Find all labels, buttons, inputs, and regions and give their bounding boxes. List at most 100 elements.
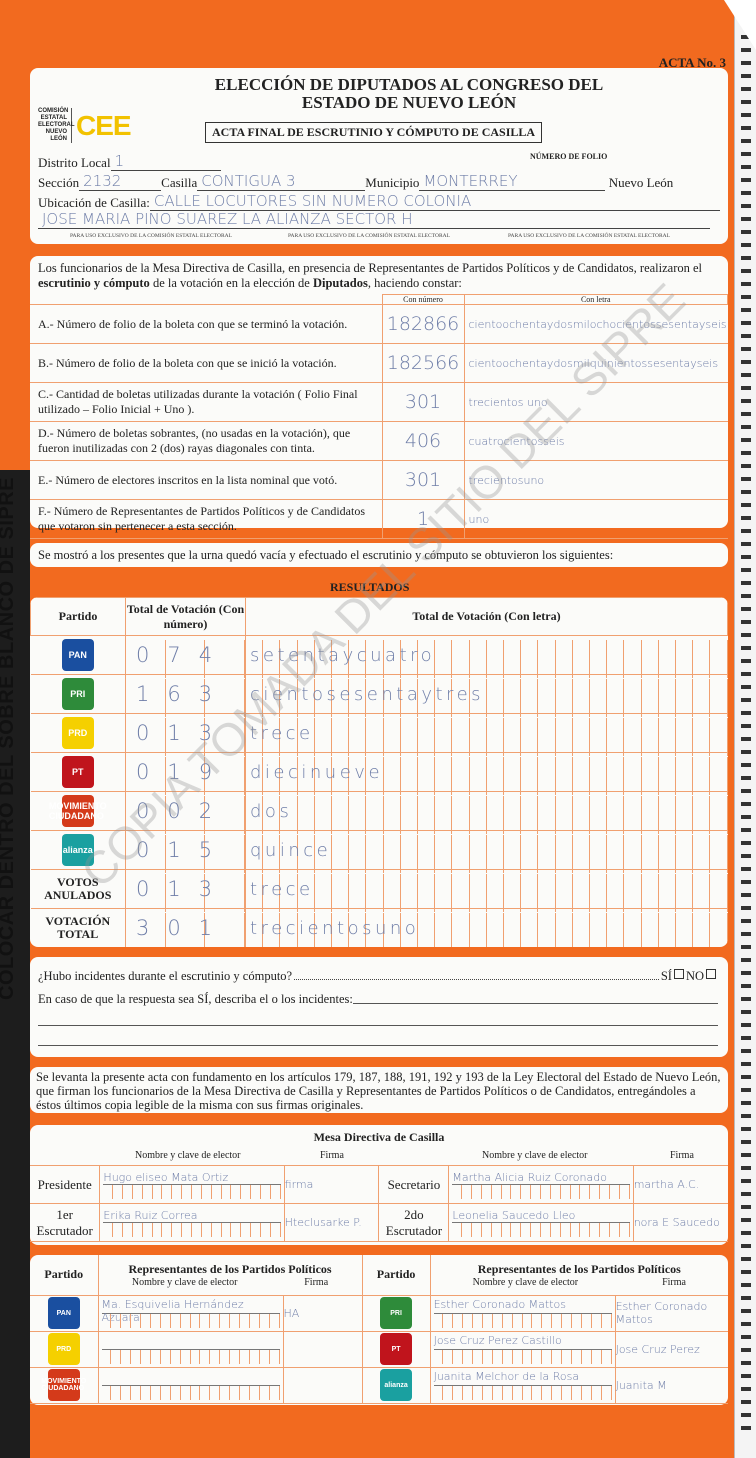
- perforation-mark: [740, 750, 751, 754]
- ubicacion-line-1[interactable]: CALLE LOCUTORES SIN NUMERO COLONIA: [149, 192, 720, 211]
- incidentes-line[interactable]: [38, 1045, 718, 1046]
- perforation-mark: [740, 1335, 751, 1339]
- result-letter[interactable]: cientosesentaytres: [250, 683, 485, 705]
- incidentes-line[interactable]: [38, 1025, 718, 1026]
- perforation-mark: [740, 35, 751, 39]
- casilla-value[interactable]: CONTIGUA 3: [197, 172, 366, 191]
- item-label: D.- Número de boletas sobrantes, (no usa…: [30, 421, 383, 461]
- distrito-value[interactable]: 1: [110, 152, 221, 171]
- item-letter[interactable]: cientoochentaydosmilochocientossesentays…: [463, 304, 728, 344]
- rep-name[interactable]: Juanita Melchor de la Rosa: [433, 1370, 612, 1386]
- rep-signature[interactable]: Juanita M: [614, 1366, 728, 1404]
- item-number[interactable]: 301: [381, 382, 465, 422]
- perforation-mark: [740, 620, 751, 624]
- perforation-mark: [740, 1218, 751, 1222]
- result-letter[interactable]: diecinueve: [250, 761, 384, 783]
- perforation-mark: [740, 386, 751, 390]
- perforation-mark: [740, 1309, 751, 1313]
- item-number[interactable]: 1: [381, 499, 465, 539]
- result-number[interactable]: 301: [136, 916, 231, 940]
- perforation-mark: [740, 61, 751, 65]
- perforation-mark: [740, 1062, 751, 1066]
- perforation-mark: [740, 178, 751, 182]
- result-number[interactable]: 015: [136, 838, 231, 862]
- rep-name[interactable]: [101, 1334, 280, 1350]
- secretario-label: Secretario: [378, 1165, 450, 1204]
- seccion-value[interactable]: 2132: [79, 172, 162, 191]
- party-logo-icon: alianza: [380, 1369, 413, 1401]
- perforation-mark: [740, 256, 751, 260]
- rep-signature[interactable]: HA: [282, 1294, 363, 1332]
- perforation-mark: [740, 984, 751, 988]
- rep-name[interactable]: Jose Cruz Perez Castillo: [433, 1334, 612, 1350]
- row-label: VOTACIÓN TOTAL: [45, 914, 111, 941]
- item-number[interactable]: 301: [381, 460, 465, 500]
- perforation-mark: [740, 464, 751, 468]
- perforation-mark: [740, 87, 751, 91]
- item-number[interactable]: 182866: [381, 304, 465, 344]
- si-checkbox[interactable]: [673, 969, 684, 979]
- perforation-mark: [740, 1101, 751, 1105]
- escrutador1-name[interactable]: Erika Ruiz Correa: [103, 1209, 281, 1223]
- result-number[interactable]: 074: [136, 643, 231, 667]
- escrutador1-signature[interactable]: Hteclusarke P.: [283, 1203, 380, 1242]
- party-logo-icon: MOVIMIENTO CIUDADANO: [49, 795, 107, 827]
- municipio-value[interactable]: MONTERREY: [419, 172, 606, 191]
- result-letter[interactable]: quince: [250, 839, 332, 861]
- perforation-mark: [740, 568, 751, 572]
- result-letter[interactable]: trece: [250, 878, 314, 900]
- perforation-mark: [740, 1244, 751, 1248]
- result-number[interactable]: 002: [136, 799, 231, 823]
- item-letter[interactable]: cuatrocientosseis: [463, 421, 728, 461]
- perforation-mark: [740, 360, 751, 364]
- escrutador2-name[interactable]: Leonelia Saucedo Lleo: [452, 1209, 630, 1223]
- result-letter[interactable]: setentaycuatro: [250, 644, 436, 666]
- perforation-mark: [740, 906, 751, 910]
- result-number[interactable]: 163: [136, 682, 231, 706]
- perforation-mark: [740, 425, 751, 429]
- ubicacion-line-2[interactable]: JOSE MARIA PINO SUAREZ LA ALIANZA SECTOR…: [38, 210, 710, 229]
- result-letter[interactable]: trece: [250, 722, 314, 744]
- perforation-mark: [740, 477, 751, 481]
- rep-signature[interactable]: Jose Cruz Perez: [614, 1330, 728, 1368]
- perforation-mark: [740, 152, 751, 156]
- secretario-name[interactable]: Martha Alicia Ruiz Coronado: [452, 1171, 630, 1185]
- party-logo-icon: PT: [380, 1333, 413, 1365]
- perforation-mark: [740, 1283, 751, 1287]
- perforation-mark: [740, 230, 751, 234]
- intro-text: Los funcionarios de la Mesa Directiva de…: [38, 261, 703, 290]
- presidente-signature[interactable]: firma: [283, 1165, 380, 1204]
- result-row: PRD 013 trece: [30, 713, 728, 756]
- item-number[interactable]: 182566: [381, 343, 465, 383]
- result-number[interactable]: 019: [136, 760, 231, 784]
- secretario-signature[interactable]: martha A.C.: [632, 1165, 728, 1204]
- perforation-mark: [740, 646, 751, 650]
- perforation-mark: [740, 711, 751, 715]
- perforation-mark: [740, 1257, 751, 1261]
- presidente-name[interactable]: Hugo eliseo Mata Ortiz: [103, 1171, 281, 1185]
- escrutador1-label: 1er Escrutador: [30, 1203, 101, 1242]
- rep-name[interactable]: [101, 1370, 280, 1386]
- item-letter[interactable]: uno: [463, 499, 728, 539]
- result-number[interactable]: 013: [136, 877, 231, 901]
- item-letter[interactable]: trecientosuno: [463, 460, 728, 500]
- item-number[interactable]: 406: [381, 421, 465, 461]
- rep-name[interactable]: Ma. Esquivelia Hernández Azuara: [101, 1298, 280, 1324]
- rep-signature[interactable]: [282, 1330, 363, 1368]
- escrutador2-signature[interactable]: nora E Saucedo: [632, 1203, 728, 1242]
- result-number[interactable]: 013: [136, 721, 231, 745]
- result-letter[interactable]: trecientosuno: [250, 917, 420, 939]
- no-checkbox[interactable]: [706, 969, 716, 979]
- rep-name[interactable]: Esther Coronado Mattos: [433, 1298, 612, 1314]
- item-letter[interactable]: trecientos uno: [463, 382, 728, 422]
- perforation-mark: [740, 321, 751, 325]
- result-letter[interactable]: dos: [250, 800, 293, 822]
- perforation-mark: [740, 347, 751, 351]
- rep-signature[interactable]: [282, 1366, 363, 1404]
- perforation-mark: [740, 334, 751, 338]
- perforation-mark: [740, 789, 751, 793]
- item-letter[interactable]: cientoochentaydosmilquinientossesentayse…: [463, 343, 728, 383]
- rep-signature[interactable]: Esther Coronado Mattos: [614, 1294, 728, 1332]
- party-logo-icon: PT: [61, 756, 94, 788]
- perforation-mark: [740, 1036, 751, 1040]
